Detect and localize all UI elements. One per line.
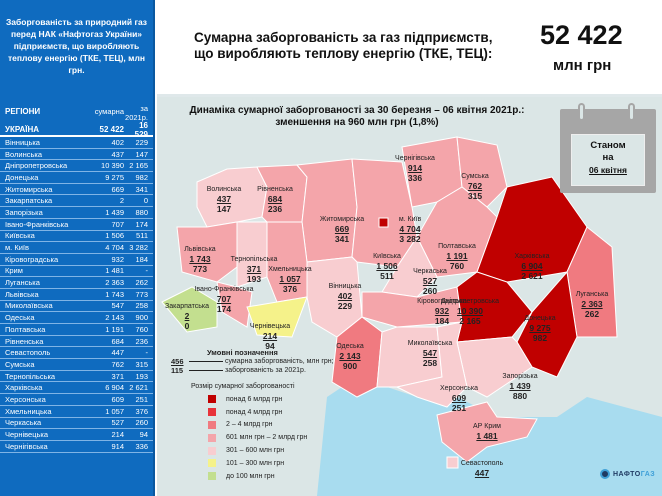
region-label-ternopil: Тернопільська 371 193	[230, 256, 278, 284]
summary-unit: млн грн	[553, 57, 612, 74]
table-row: Київська 1 506 511	[0, 231, 153, 243]
summary-header: Сумарна заборгованість за газ підприємст…	[157, 0, 662, 97]
calendar-ring-icon	[628, 103, 635, 121]
table-row: Кіровоградська 932 184	[0, 254, 153, 266]
table-row: Харківська 6 904 2 621	[0, 382, 153, 395]
calendar-ring-icon	[578, 103, 585, 121]
table-row: Дніпропетровська 10 390 2 165	[0, 160, 153, 173]
table-row-total: УКРАЇНА 52 422 16 529	[0, 121, 153, 139]
map-shapes	[161, 136, 662, 496]
region-label-dnipro: Дніпропетровська 10 390 2 165	[440, 298, 500, 326]
region-label-sevastopol: Севастополь 447	[460, 460, 504, 478]
region-label-chernivtsi: Чернівецька 214 94	[249, 323, 291, 351]
region-label-kyiv: Київська 1 506 511	[373, 253, 401, 281]
color-swatch-icon	[208, 408, 216, 417]
region-label-kherson: Херсонська 609 251	[439, 385, 479, 413]
region-label-zhytomyr: Житомирська 669 341	[319, 216, 365, 244]
color-swatch-icon	[208, 459, 216, 468]
table-row: Рівненська 684 236	[0, 336, 153, 348]
legend-swatch: понад 4 млрд грн	[208, 406, 334, 419]
table-row: Житомирська 669 341	[0, 184, 153, 196]
color-swatch-icon	[208, 433, 216, 442]
table-row: Херсонська 609 251	[0, 394, 153, 406]
table-row: м. Київ 4 704 3 282	[0, 242, 153, 254]
region-label-zaporizhzhia: Запорізька 1 439 880	[502, 373, 538, 401]
legend-swatch: 101 – 300 млн грн	[208, 457, 334, 470]
table-row: Одеська 2 143 900	[0, 312, 153, 324]
naftogaz-logo: НАФТОГАЗ	[600, 469, 655, 479]
region-label-volyn: Волинська 437 147	[206, 186, 242, 214]
table-row: Сумська 762 315	[0, 359, 153, 371]
table-row: Луганська 2 363 262	[0, 277, 153, 289]
region-label-crimea: АР Крим 1 481	[473, 423, 501, 441]
debt-table-panel: Заборгованість за природний газ перед НА…	[0, 0, 155, 496]
region-label-odesa: Одеська 2 143 900	[336, 343, 364, 371]
color-swatch-icon	[208, 446, 216, 455]
table-row: Донецька 9 275 982	[0, 172, 153, 184]
region-label-sumy: Сумська 762 315	[461, 173, 489, 201]
region-label-donetsk: Донецька 9 275 982	[524, 315, 556, 343]
col-2021: за 2021р.	[125, 104, 148, 122]
region-label-luhansk: Луганська 2 363 262	[575, 291, 609, 319]
table-row: Тернопільська 371 193	[0, 371, 153, 383]
table-header: РЕГІОНИ сумарна за 2021р.	[0, 96, 153, 124]
table-row: Івано-Франківська 707 174	[0, 219, 153, 231]
table-row: Запорізька 1 439 880	[0, 207, 153, 219]
table-row: Полтавська 1 191 760	[0, 324, 153, 336]
legend-swatch: 601 млн грн – 2 млрд грн	[208, 431, 334, 444]
table-row: Вінницька 402 229	[0, 137, 153, 149]
region-label-vinnytsia: Вінницька 402 229	[328, 283, 362, 311]
region-label-rivne: Рівненська 684 236	[257, 186, 293, 214]
legend-swatch: 2 – 4 млрд грн	[208, 419, 334, 432]
ukraine-map: Динаміка сумарної заборгованості за 30 б…	[157, 97, 662, 496]
region-label-poltava: Полтавська 1 191 760	[438, 243, 476, 271]
table-row: Черкаська 527 260	[0, 418, 153, 430]
table-row: Севастополь 447-	[0, 347, 153, 360]
col-total: сумарна	[94, 107, 124, 116]
calendar-date-badge: Станом на 06 квітня	[560, 103, 656, 193]
summary-text: Сумарна заборгованість за газ підприємст…	[194, 30, 493, 61]
map-title: Динаміка сумарної заборгованості за 30 б…	[189, 105, 525, 128]
color-swatch-icon	[208, 395, 216, 404]
table-row: Хмельницька 1 057 376	[0, 406, 153, 418]
region-label-kirovohrad: Кіровоградська 932 184	[417, 298, 467, 326]
naftogaz-logo-icon	[600, 469, 610, 479]
region-label-kyiv_city: м. Київ 4 704 3 282	[398, 216, 422, 244]
table-row: Закарпатська 2 0	[0, 195, 153, 208]
table-row: Чернігівська 914 336	[0, 441, 153, 453]
col-region: РЕГІОНИ	[5, 107, 41, 116]
table-row: Миколаївська 547 258	[0, 301, 153, 313]
region-label-chernihiv: Чернігівська 914 336	[395, 155, 435, 183]
table-row: Чернівецька 214 94	[0, 429, 153, 441]
table-row: Крим 1 481-	[0, 266, 153, 278]
legend-swatch: до 100 млн грн	[208, 470, 334, 483]
region-label-ivano: Івано-Франківська 707 174	[194, 286, 254, 314]
legend-swatch: 301 – 600 млн грн	[208, 444, 334, 457]
region-label-cherkasy: Черкаська 527 260	[413, 268, 447, 296]
region-label-kharkiv: Харківська 6 904 2 621	[514, 253, 550, 281]
map-legend: Умовні позначення 456 сумарна заборговані…	[171, 348, 334, 483]
color-swatch-icon	[208, 472, 216, 481]
table-row: Волинська 437 147	[0, 149, 153, 161]
region-label-mykolaiv: Миколаївська 547 258	[407, 340, 453, 368]
summary-total: 52 422	[540, 20, 623, 50]
region-label-zakarpattia: Закарпатська 2 0	[164, 303, 210, 331]
legend-swatch: понад 6 млрд грн	[208, 393, 334, 406]
table-row: Львівська 1 743 773	[0, 289, 153, 301]
region-label-khmelnytskyi: Хмельницька 1 057 376	[268, 266, 312, 294]
color-swatch-icon	[208, 420, 216, 429]
table-title: Заборгованість за природний газ перед НА…	[5, 17, 148, 75]
region-label-lviv: Львівська 1 743 773	[184, 246, 216, 274]
